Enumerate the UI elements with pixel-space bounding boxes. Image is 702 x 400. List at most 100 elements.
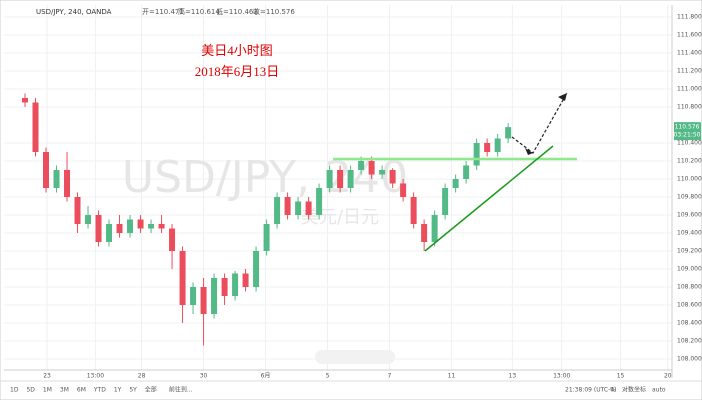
candle-body — [179, 250, 186, 306]
candle-body — [242, 273, 249, 288]
x-tick-label: 11 — [448, 373, 456, 380]
y-tick-label: 108.800 — [677, 284, 702, 291]
candle-body — [326, 169, 333, 188]
header: USD/JPY, 240, OANDA 开=110.471 高=110.614 … — [36, 7, 295, 16]
watermark-sub: 美元/日元 — [301, 207, 379, 228]
goto-button[interactable]: 前往到... — [169, 386, 193, 394]
ohlc: 收=110.576 — [253, 7, 295, 16]
candle-body — [190, 287, 197, 306]
candle-body — [211, 277, 218, 315]
candle-body — [221, 277, 228, 297]
candle-body — [389, 169, 396, 184]
x-tick-label: 6月 — [261, 373, 271, 380]
range-button[interactable]: 1M — [43, 387, 52, 394]
candle-body — [137, 219, 144, 229]
y-tick-label: 111.600 — [677, 31, 702, 38]
x-tick-label: 28 — [138, 373, 146, 380]
range-button[interactable]: 5Y — [129, 387, 137, 394]
candle-body — [347, 169, 354, 188]
range-button[interactable]: 全部 — [145, 386, 157, 394]
candle-body — [400, 183, 407, 197]
auto-toggle[interactable]: auto — [652, 387, 666, 394]
y-tick-label: 110.200 — [677, 157, 702, 164]
range-button[interactable]: 6M — [77, 387, 86, 394]
candle-body — [85, 214, 92, 224]
trend-line — [424, 145, 554, 252]
candle-body — [368, 160, 375, 175]
candle-body — [484, 142, 491, 152]
arrow-head — [525, 148, 533, 155]
x-tick-label: 30 — [200, 373, 208, 380]
candle-body — [295, 201, 302, 215]
candle-body — [148, 223, 155, 229]
candle-body — [32, 102, 39, 152]
range-button[interactable]: 1D — [10, 387, 19, 394]
candle-body — [442, 187, 449, 215]
log-toggle[interactable]: 对数坐标 — [622, 386, 646, 394]
candle-body — [116, 223, 123, 233]
y-tick-label: 110.000 — [677, 175, 702, 182]
y-tick-label: 109.400 — [677, 229, 702, 236]
candle-body — [263, 223, 270, 251]
y-tick-label: 111.800 — [677, 13, 702, 20]
range-button[interactable]: YTD — [93, 387, 106, 394]
x-tick-label: 13:00 — [553, 373, 570, 380]
candle-body — [305, 201, 312, 215]
candle-body — [64, 169, 71, 197]
symbol: USD/JPY, 240, OANDA — [36, 8, 112, 16]
percent[interactable]: % — [610, 387, 616, 394]
clock: 21:38:09 (UTC-4) — [565, 387, 616, 394]
candle-body — [358, 160, 365, 170]
range-button[interactable]: 1Y — [114, 387, 122, 394]
candle-body — [452, 178, 459, 188]
y-tick-label: 110.400 — [677, 139, 702, 146]
candle-body — [74, 196, 81, 224]
nav-buttons[interactable] — [315, 350, 395, 364]
candle-body — [106, 223, 113, 242]
candle-body — [127, 219, 134, 233]
candle-body — [169, 228, 176, 251]
price-badge — [674, 122, 701, 141]
candle-body — [232, 273, 239, 297]
watermark: USD/JPY, 240 — [122, 152, 408, 203]
y-tick-label: 108.600 — [677, 302, 702, 309]
ohlc: 低=110.463 — [216, 7, 258, 16]
candle-body — [53, 169, 60, 188]
y-tick-label: 109.000 — [677, 265, 702, 272]
y-tick-label: 111.200 — [677, 67, 702, 74]
y-tick-label: 110.800 — [677, 103, 702, 110]
y-tick-label: 109.200 — [677, 247, 702, 254]
y-tick-label: 111.000 — [677, 85, 702, 92]
x-tick-label: 20 — [664, 373, 672, 380]
annotation: 2018年6月13日 — [195, 64, 280, 79]
annotation: 美日4小时图 — [201, 43, 273, 58]
range-button[interactable]: 5D — [26, 387, 35, 394]
countdown: 03:21:50 — [674, 132, 701, 139]
candle-body — [316, 187, 323, 215]
candle-body — [494, 138, 501, 152]
candle-body — [473, 142, 480, 166]
candle-body — [421, 223, 428, 242]
candle-body — [43, 151, 50, 188]
candle-body — [274, 196, 281, 224]
candle-body — [284, 196, 291, 215]
last-price: 110.576 — [675, 124, 700, 131]
ohlc: 开=110.471 — [142, 8, 184, 16]
x-tick-label: 13 — [509, 373, 517, 380]
y-tick-label: 108.200 — [677, 338, 702, 345]
candle-body — [431, 214, 438, 242]
arrow-head — [558, 93, 567, 101]
candle-body — [337, 169, 344, 188]
candle-body — [22, 97, 29, 103]
range-button[interactable]: 3M — [60, 387, 69, 394]
candle-body — [410, 196, 417, 224]
x-tick-label: 23 — [43, 373, 51, 380]
candle-body — [379, 169, 386, 175]
candle-body — [200, 287, 207, 315]
ohlc: 高=110.614 — [178, 7, 220, 16]
candle-body — [253, 250, 260, 288]
y-tick-label: 109.600 — [677, 211, 702, 218]
y-tick-label: 108.400 — [677, 320, 702, 327]
